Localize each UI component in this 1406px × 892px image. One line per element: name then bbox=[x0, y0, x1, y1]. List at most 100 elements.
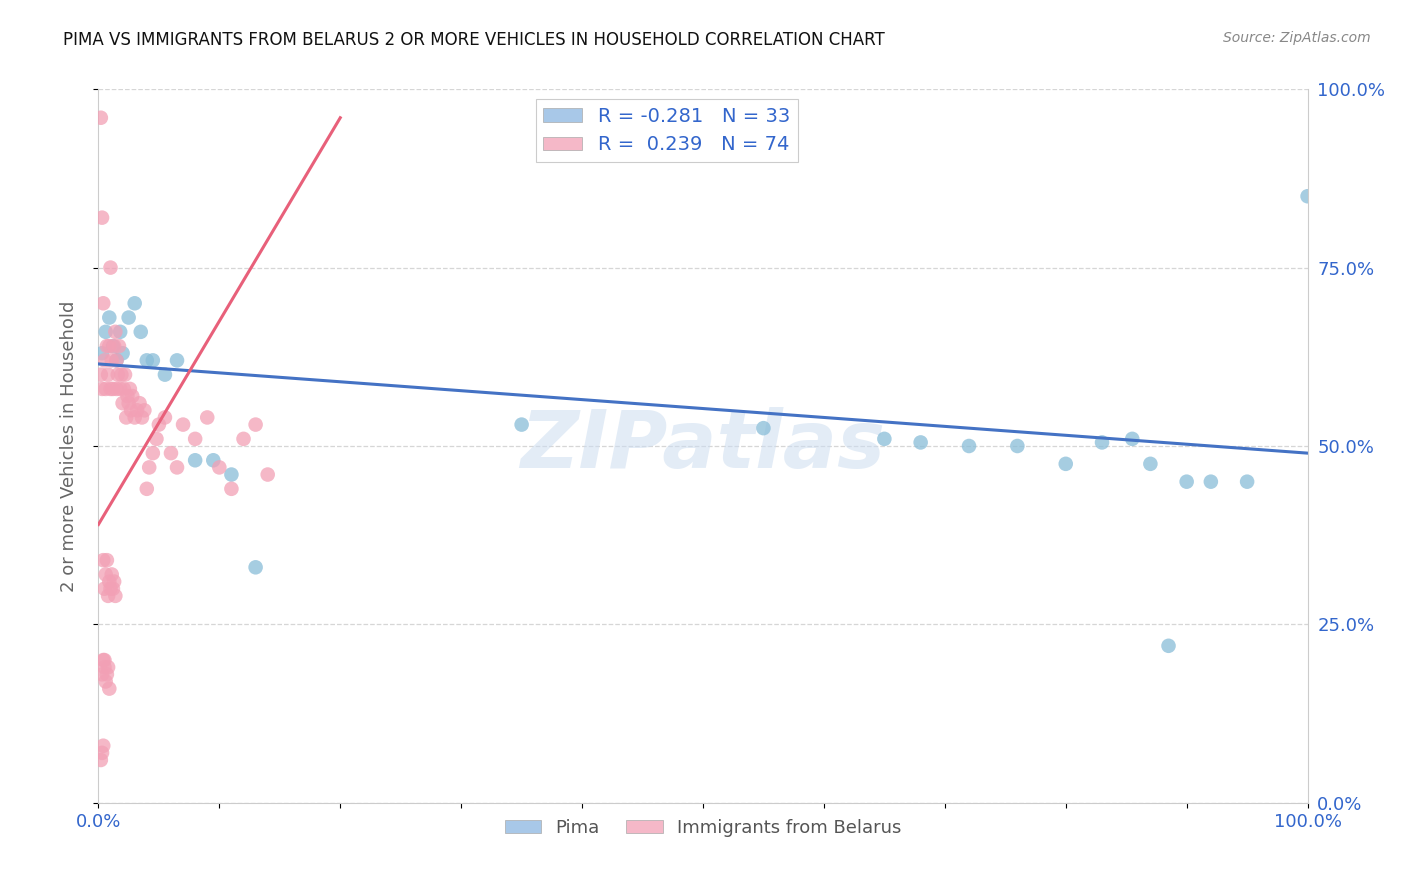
Point bbox=[91, 653, 114, 667]
Point bbox=[221, 482, 243, 496]
Point bbox=[135, 482, 157, 496]
Point bbox=[91, 346, 114, 360]
Y-axis label: 2 or more Vehicles in Household: 2 or more Vehicles in Household bbox=[59, 301, 77, 591]
Point bbox=[256, 467, 278, 482]
Point bbox=[221, 467, 243, 482]
Point bbox=[134, 403, 156, 417]
Text: Source: ZipAtlas.com: Source: ZipAtlas.com bbox=[1223, 31, 1371, 45]
Point bbox=[118, 396, 141, 410]
Point bbox=[97, 589, 120, 603]
Point bbox=[752, 421, 775, 435]
Point bbox=[1199, 475, 1222, 489]
Point bbox=[96, 553, 118, 567]
Point bbox=[142, 446, 165, 460]
Point bbox=[110, 368, 132, 382]
Point bbox=[90, 111, 112, 125]
Point bbox=[138, 460, 160, 475]
Point bbox=[195, 410, 218, 425]
Point bbox=[145, 432, 167, 446]
Point bbox=[127, 403, 149, 417]
Point bbox=[118, 382, 141, 396]
Point bbox=[148, 417, 170, 432]
Point bbox=[98, 310, 121, 325]
Legend: Pima, Immigrants from Belarus: Pima, Immigrants from Belarus bbox=[498, 812, 908, 844]
Point bbox=[153, 410, 176, 425]
Point bbox=[202, 453, 225, 467]
Point bbox=[93, 660, 115, 674]
Point bbox=[111, 396, 134, 410]
Point bbox=[910, 435, 932, 450]
Point bbox=[90, 753, 112, 767]
Point bbox=[124, 410, 146, 425]
Point bbox=[1054, 457, 1077, 471]
Point bbox=[118, 310, 141, 325]
Point bbox=[245, 560, 267, 574]
Point bbox=[91, 382, 114, 396]
Point bbox=[101, 582, 124, 596]
Point bbox=[103, 574, 125, 589]
Point bbox=[96, 667, 118, 681]
Point bbox=[873, 432, 896, 446]
Point bbox=[120, 403, 142, 417]
Point bbox=[91, 553, 114, 567]
Point bbox=[100, 260, 122, 275]
Point bbox=[104, 589, 127, 603]
Point bbox=[100, 582, 122, 596]
Point bbox=[1091, 435, 1114, 450]
Point bbox=[117, 389, 139, 403]
Point bbox=[1175, 475, 1198, 489]
Point bbox=[208, 460, 231, 475]
Point bbox=[172, 417, 194, 432]
Point bbox=[107, 368, 129, 382]
Point bbox=[100, 567, 122, 582]
Point bbox=[91, 211, 114, 225]
Point bbox=[101, 339, 124, 353]
Point bbox=[91, 739, 114, 753]
Point bbox=[94, 674, 117, 689]
Point bbox=[1139, 457, 1161, 471]
Point bbox=[91, 296, 114, 310]
Point bbox=[232, 432, 254, 446]
Point bbox=[153, 368, 176, 382]
Point bbox=[105, 353, 128, 368]
Point bbox=[131, 410, 153, 425]
Point bbox=[91, 667, 114, 681]
Point bbox=[166, 353, 188, 368]
Point bbox=[94, 325, 117, 339]
Point bbox=[1007, 439, 1029, 453]
Point bbox=[98, 339, 121, 353]
Point bbox=[111, 346, 134, 360]
Point bbox=[121, 389, 143, 403]
Point bbox=[101, 382, 124, 396]
Point bbox=[957, 439, 980, 453]
Point bbox=[1121, 432, 1143, 446]
Point bbox=[103, 339, 125, 353]
Point bbox=[108, 325, 131, 339]
Point bbox=[98, 681, 121, 696]
Point bbox=[1236, 475, 1258, 489]
Point bbox=[184, 453, 207, 467]
Point bbox=[100, 353, 122, 368]
Point bbox=[114, 368, 136, 382]
Text: PIMA VS IMMIGRANTS FROM BELARUS 2 OR MORE VEHICLES IN HOUSEHOLD CORRELATION CHAR: PIMA VS IMMIGRANTS FROM BELARUS 2 OR MOR… bbox=[63, 31, 884, 49]
Point bbox=[97, 368, 120, 382]
Point bbox=[93, 653, 115, 667]
Point bbox=[100, 382, 122, 396]
Point bbox=[1157, 639, 1180, 653]
Point bbox=[129, 325, 152, 339]
Point bbox=[93, 353, 115, 368]
Point bbox=[510, 417, 533, 432]
Point bbox=[124, 296, 146, 310]
Point bbox=[94, 382, 117, 396]
Point bbox=[98, 574, 121, 589]
Point bbox=[93, 582, 115, 596]
Point bbox=[90, 368, 112, 382]
Point bbox=[105, 353, 128, 368]
Point bbox=[1296, 189, 1319, 203]
Point bbox=[108, 339, 131, 353]
Text: ZIPatlas: ZIPatlas bbox=[520, 407, 886, 485]
Point bbox=[128, 396, 150, 410]
Point bbox=[245, 417, 267, 432]
Point bbox=[108, 382, 131, 396]
Point bbox=[184, 432, 207, 446]
